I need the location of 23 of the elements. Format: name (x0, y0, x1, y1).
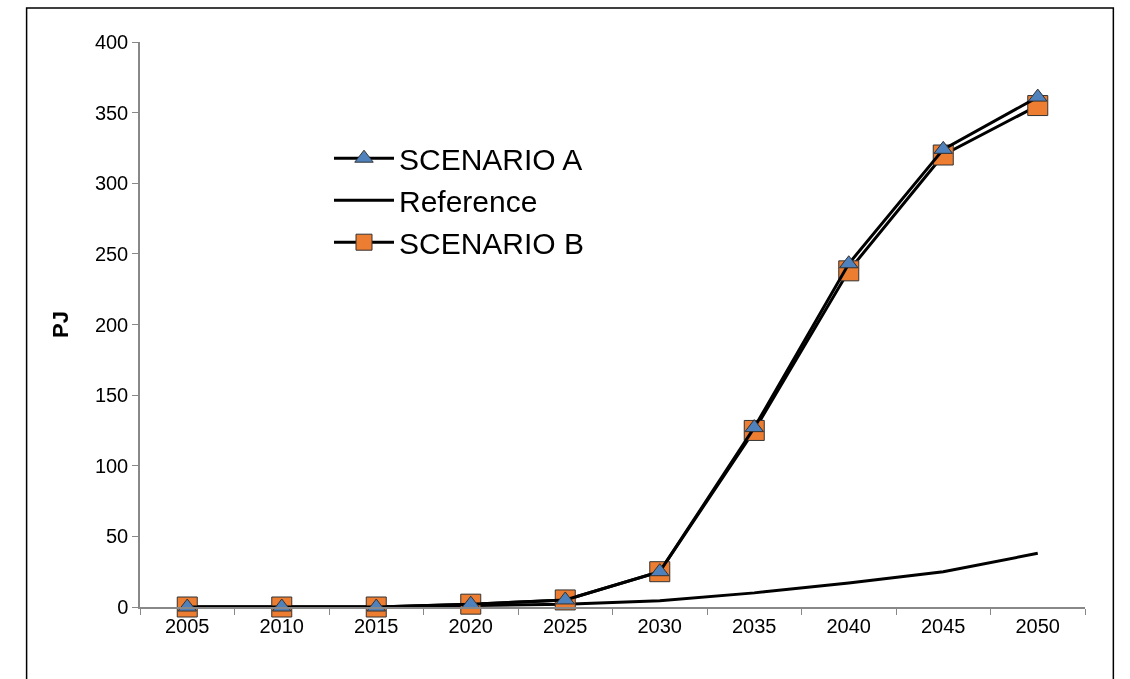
x-tick-label: 2010 (259, 614, 304, 637)
x-tick-label: 2015 (354, 614, 399, 637)
x-tick-label: 2030 (637, 614, 682, 637)
x-tick-label: 2050 (1015, 614, 1060, 637)
y-tick-label: 200 (94, 313, 129, 336)
y-tick-label: 300 (94, 172, 129, 195)
legend-label: Reference (399, 184, 538, 218)
y-tick-label: 150 (94, 384, 129, 407)
y-tick-label: 50 (106, 525, 129, 548)
x-tick-label: 2040 (826, 614, 871, 637)
y-tick-label: 100 (94, 454, 129, 477)
y-tick-label: 350 (94, 101, 129, 124)
x-tick-label: 2045 (921, 614, 966, 637)
x-tick-label: 2025 (543, 614, 588, 637)
legend-label: SCENARIO A (399, 142, 583, 176)
y-tick-label: 0 (117, 596, 129, 618)
y-tick-label: 250 (94, 242, 129, 265)
y-tick-label: 400 (94, 31, 129, 53)
y-axis-title: PJ (48, 311, 74, 338)
legend-label: SCENARIO B (399, 226, 585, 260)
x-tick-label: 2020 (448, 614, 493, 637)
x-tick-label: 2005 (165, 614, 210, 637)
x-tick-label: 2035 (732, 614, 777, 637)
